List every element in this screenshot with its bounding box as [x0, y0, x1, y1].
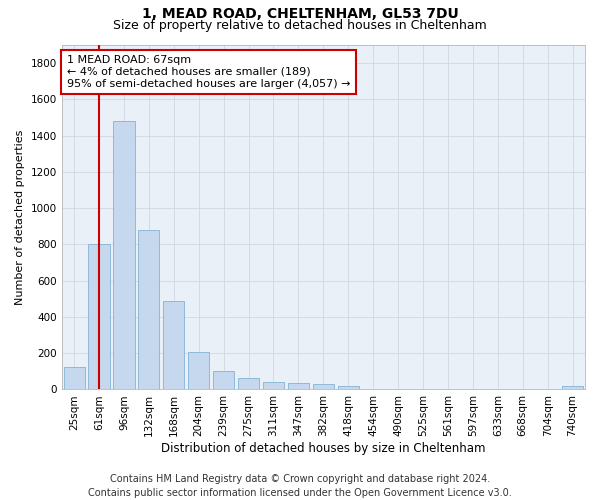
Bar	[313, 384, 334, 390]
Bar	[288, 383, 309, 390]
Bar	[338, 386, 359, 390]
Text: 1, MEAD ROAD, CHELTENHAM, GL53 7DU: 1, MEAD ROAD, CHELTENHAM, GL53 7DU	[142, 8, 458, 22]
Bar	[64, 367, 85, 390]
Bar	[163, 300, 184, 390]
Bar	[138, 230, 160, 390]
Bar	[213, 372, 234, 390]
X-axis label: Distribution of detached houses by size in Cheltenham: Distribution of detached houses by size …	[161, 442, 485, 455]
Bar	[562, 386, 583, 390]
Text: 1 MEAD ROAD: 67sqm
← 4% of detached houses are smaller (189)
95% of semi-detache: 1 MEAD ROAD: 67sqm ← 4% of detached hous…	[67, 56, 350, 88]
Bar	[238, 378, 259, 390]
Y-axis label: Number of detached properties: Number of detached properties	[15, 130, 25, 305]
Bar	[263, 382, 284, 390]
Bar	[113, 121, 134, 390]
Bar	[188, 352, 209, 390]
Text: Contains HM Land Registry data © Crown copyright and database right 2024.
Contai: Contains HM Land Registry data © Crown c…	[88, 474, 512, 498]
Text: Size of property relative to detached houses in Cheltenham: Size of property relative to detached ho…	[113, 18, 487, 32]
Bar	[88, 244, 110, 390]
